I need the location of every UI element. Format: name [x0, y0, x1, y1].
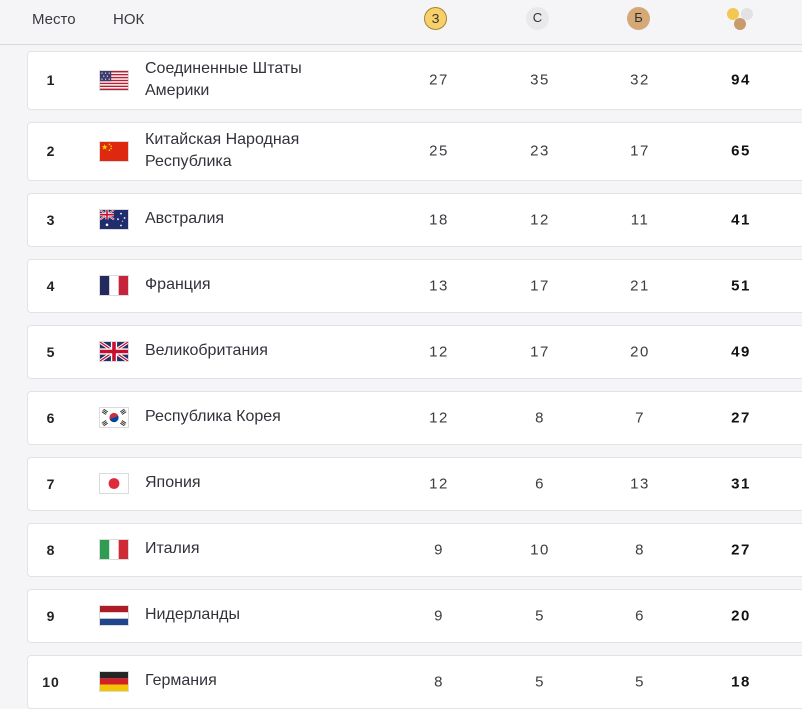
country-name: Австралия [145, 210, 225, 228]
silver-count: 8 [535, 409, 545, 427]
medal-table-row[interactable]: 7 Япония 12 6 13 31 [27, 456, 802, 511]
country-name: Германия [145, 672, 217, 690]
gold-count: 12 [429, 409, 449, 427]
country-name: Соединенные Штаты Америки [145, 60, 302, 100]
bronze-count: 21 [630, 277, 650, 295]
gold-medal-icon[interactable]: З [424, 7, 447, 30]
medal-table-row[interactable]: 5 Великобритания 12 17 20 49 [27, 324, 802, 379]
total-count: 27 [731, 409, 751, 427]
total-count: 27 [731, 541, 751, 559]
bronze-count: 5 [635, 673, 645, 691]
silver-count: 6 [535, 475, 545, 493]
flag-cn-icon [99, 140, 129, 162]
flag-kr-icon [99, 407, 129, 429]
total-count: 65 [731, 142, 751, 160]
medal-table-row[interactable]: 3 Австралия 18 12 11 41 [27, 192, 802, 247]
gold-count: 27 [429, 71, 449, 89]
bronze-count: 13 [630, 475, 650, 493]
silver-count: 12 [530, 211, 550, 229]
flag-au-icon [99, 209, 129, 231]
silver-count: 10 [530, 541, 550, 559]
medal-table-row[interactable]: 9 Нидерланды 9 5 6 20 [27, 588, 802, 643]
silver-dot-icon [741, 8, 753, 20]
country-name: Франция [145, 276, 211, 294]
flag-it-icon [99, 539, 129, 561]
column-header-noc: НОК [113, 11, 145, 28]
bronze-count: 8 [635, 541, 645, 559]
rank-number: 8 [46, 541, 56, 558]
rank-number: 5 [46, 343, 56, 360]
rank-number: 7 [46, 475, 56, 492]
total-count: 41 [731, 211, 751, 229]
medal-table-row[interactable]: 2 Китайская Народная Республика 25 23 17… [27, 121, 802, 181]
medal-table-row[interactable]: 8 Италия 9 10 8 27 [27, 522, 802, 577]
column-header-place: Место [32, 11, 76, 28]
country-name: Нидерланды [145, 606, 240, 624]
bronze-count: 6 [635, 607, 645, 625]
bronze-count: 17 [630, 142, 650, 160]
medal-table-row[interactable]: 1 Соединенные Штаты Америки 27 35 32 94 [27, 51, 802, 110]
total-count: 51 [731, 277, 751, 295]
bronze-medal-icon[interactable]: Б [627, 7, 650, 30]
rank-number: 3 [46, 211, 56, 228]
gold-count: 9 [434, 607, 444, 625]
flag-de-icon [99, 671, 129, 693]
flag-jp-icon [99, 473, 129, 495]
rank-number: 4 [46, 277, 56, 294]
rank-number: 9 [46, 607, 56, 624]
total-count: 20 [731, 607, 751, 625]
gold-count: 12 [429, 343, 449, 361]
rank-number: 6 [46, 409, 56, 426]
gold-count: 18 [429, 211, 449, 229]
rank-number: 10 [42, 673, 60, 690]
total-medals-icon[interactable] [727, 8, 754, 31]
medal-table-row[interactable]: 4 Франция 13 17 21 51 [27, 258, 802, 313]
gold-count: 13 [429, 277, 449, 295]
silver-count: 17 [530, 277, 550, 295]
silver-count: 23 [530, 142, 550, 160]
rank-number: 1 [46, 72, 56, 89]
bronze-count: 20 [630, 343, 650, 361]
medal-table-row[interactable]: 6 Республика Корея 12 8 7 27 [27, 390, 802, 445]
gold-count: 25 [429, 142, 449, 160]
flag-us-icon [99, 69, 129, 91]
country-name: Республика Корея [145, 408, 281, 426]
silver-count: 35 [530, 71, 550, 89]
bronze-count: 11 [630, 211, 650, 229]
flag-gb-icon [99, 341, 129, 363]
total-count: 31 [731, 475, 751, 493]
medal-table-row[interactable]: 10 Германия 8 5 5 18 [27, 654, 802, 709]
flag-nl-icon [99, 605, 129, 627]
bronze-count: 7 [635, 409, 645, 427]
country-name: Италия [145, 540, 200, 558]
gold-count: 8 [434, 673, 444, 691]
total-count: 49 [731, 343, 751, 361]
bronze-count: 32 [630, 71, 650, 89]
medal-table-header: Место НОК З С Б [0, 0, 802, 45]
country-name: Япония [145, 474, 201, 492]
bronze-dot-icon [734, 18, 746, 30]
flag-fr-icon [99, 275, 129, 297]
gold-count: 12 [429, 475, 449, 493]
rank-number: 2 [46, 143, 56, 160]
silver-count: 17 [530, 343, 550, 361]
medal-table-rows: 1 Соединенные Штаты Америки 27 35 32 94 … [0, 51, 802, 709]
gold-dot-icon [727, 8, 739, 20]
silver-count: 5 [535, 673, 545, 691]
country-name: Великобритания [145, 342, 268, 360]
silver-medal-icon[interactable]: С [526, 7, 549, 30]
country-name: Китайская Народная Республика [145, 130, 300, 171]
gold-count: 9 [434, 541, 444, 559]
total-count: 94 [731, 71, 751, 89]
total-count: 18 [731, 673, 751, 691]
silver-count: 5 [535, 607, 545, 625]
